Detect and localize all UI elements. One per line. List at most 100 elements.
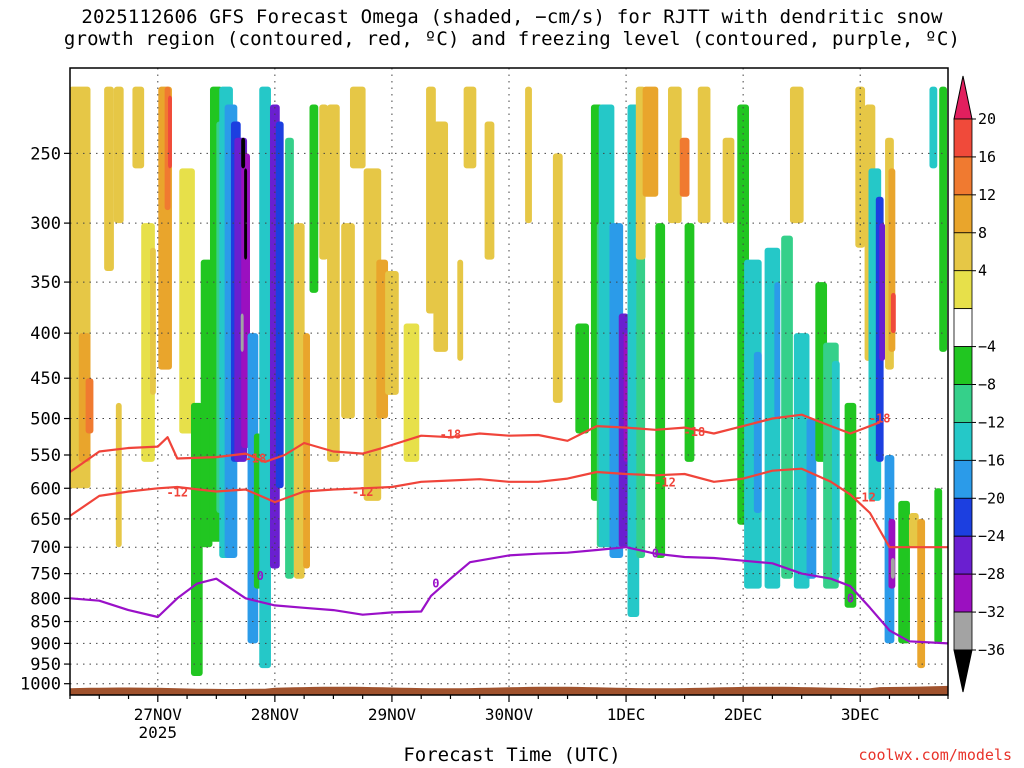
chart-title-line-2: growth region (contoured, red, ºC) and f…: [63, 28, 961, 50]
colorbar-label: 16: [978, 148, 996, 166]
omega-shade-streak: [190, 402, 203, 676]
omega-shade-streak: [259, 86, 271, 669]
colorbar-swatch: [953, 611, 973, 651]
omega-shade-streak: [722, 137, 735, 224]
omega-shade-streak: [463, 86, 477, 169]
x-tick-label: 3DEC: [841, 705, 880, 724]
colorbar-label: 4: [978, 262, 987, 280]
omega-shade-streak: [855, 86, 866, 248]
omega-shade-streak: [831, 360, 840, 579]
grid-lines: [70, 68, 948, 695]
omega-shade-streak: [244, 168, 248, 260]
colorbar-swatch: [953, 232, 973, 272]
contour-label: -12: [654, 475, 676, 489]
omega-shade-streak: [684, 223, 695, 462]
omega-shade-streak: [655, 223, 666, 559]
colorbar-label: −12: [978, 413, 1005, 431]
omega-shade-streak: [241, 137, 246, 169]
omega-shade-streak: [890, 292, 896, 334]
omega-shade-streak: [917, 518, 926, 669]
x-tick-label: 29NOV: [368, 705, 417, 724]
y-tick-label: 400: [30, 324, 61, 344]
colorbar-swatch: [953, 346, 973, 385]
omega-shade-streak: [104, 86, 114, 271]
colorbar-label: −28: [978, 565, 1005, 583]
omega-shade-streak: [636, 223, 646, 559]
contour-label: -12: [854, 491, 876, 505]
omega-shade-streak: [275, 121, 284, 489]
omega-shade-streak: [697, 86, 711, 224]
omega-shade-streak: [293, 223, 305, 579]
omega-shade-streak: [484, 121, 495, 260]
contour-label: 0: [652, 547, 659, 561]
omega-shade-streak: [285, 137, 294, 579]
omega-shade-streak: [179, 168, 195, 434]
omega-shade-streak: [85, 378, 94, 434]
colorbar-swatch: [953, 573, 973, 613]
colorbar-label: −16: [978, 451, 1005, 469]
omega-shade-streak: [552, 153, 563, 403]
chart-title-line-1: 2025112606 GFS Forecast Omega (shaded, −…: [81, 6, 943, 28]
y-tick-label: 650: [30, 510, 61, 530]
y-tick-label: 800: [30, 589, 61, 609]
surface-terrain: [70, 685, 948, 695]
omega-shade-streak: [575, 323, 589, 434]
colorbar-label: −8: [978, 376, 996, 394]
colorbar-swatch: [953, 459, 973, 499]
colorbar-swatch: [953, 535, 973, 575]
y-tick-label: 700: [30, 538, 61, 558]
omega-shade-streak: [327, 104, 340, 462]
colorbar-swatch: [953, 194, 973, 234]
colorbar-label: −36: [978, 641, 1005, 659]
y-tick-label: 600: [30, 479, 61, 499]
y-tick-label: 300: [30, 214, 61, 234]
omega-shade-streak: [642, 86, 659, 197]
contour-label: -18: [869, 412, 891, 426]
x-tick-label: 2DEC: [724, 705, 763, 724]
y-tick-label: 550: [30, 446, 61, 466]
y-tick-label: 350: [30, 273, 61, 293]
contour-label: 0: [432, 577, 439, 591]
colorbar-swatch: [953, 384, 973, 423]
y-tick-label: 450: [30, 369, 61, 389]
colorbar-label: 12: [978, 186, 996, 204]
omega-shade-streak: [363, 168, 382, 501]
omega-shade-streak: [668, 86, 682, 224]
colorbar-label: −24: [978, 527, 1005, 545]
contour-line--12: [70, 467, 948, 549]
colorbar-label: 20: [978, 110, 996, 128]
x-tick-sublabel: 2025: [139, 723, 178, 742]
omega-shade-streak: [433, 121, 449, 352]
omega-shade-streak: [844, 402, 857, 608]
contour-lines: -18 -18 -18 -18 -12 -12 -12 -12 0 0 0 0: [70, 412, 948, 645]
pressure-axis: 2503003504004505005506006507007508008509…: [20, 144, 70, 695]
contour-label: 0: [257, 569, 264, 583]
x-tick-label: 30NOV: [485, 705, 534, 724]
omega-shade-streak: [623, 333, 629, 462]
contour-label: -18: [245, 451, 267, 465]
contour-label: -18: [440, 427, 462, 441]
omega-shade-streak: [908, 512, 919, 548]
omega-shade-streak: [309, 104, 319, 293]
omega-shade-streak: [934, 488, 943, 644]
colorbar: 20 16 12 8 4 −4 −8 −12 −16 −20 −24 −28 −32 −36: [953, 75, 1005, 693]
y-tick-label: 1000: [20, 675, 61, 695]
omega-shade-streak: [349, 86, 366, 169]
omega-shade-streak: [525, 86, 532, 224]
omega-shade-streak: [890, 558, 895, 579]
colorbar-swatch: [953, 156, 973, 196]
omega-shade-streak: [679, 137, 690, 197]
omega-shade-streak: [385, 270, 399, 395]
y-tick-label: 250: [30, 144, 61, 164]
colorbar-swatch: [953, 270, 973, 310]
x-tick-label: 1DEC: [607, 705, 646, 724]
colorbar-label: −32: [978, 603, 1005, 621]
contour-label: -12: [166, 486, 188, 500]
omega-shade-streak: [929, 86, 938, 169]
y-tick-label: 950: [30, 655, 61, 675]
contour-label: 0: [847, 591, 854, 605]
terrain-fill: [70, 685, 948, 695]
x-tick-label: 28NOV: [251, 705, 300, 724]
colorbar-label: −20: [978, 489, 1005, 507]
omega-shade-streak: [403, 323, 420, 462]
